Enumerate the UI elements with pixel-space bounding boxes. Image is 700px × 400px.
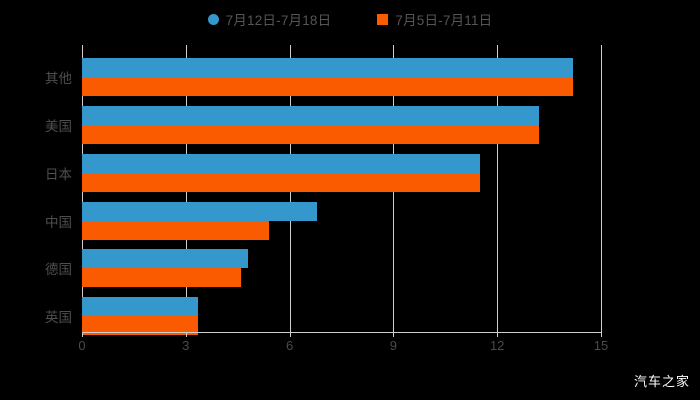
chart-legend: 7月12日-7月18日 7月5日-7月11日 [0, 6, 700, 32]
y-axis-category-label: 中国 [45, 214, 72, 230]
bar[interactable] [82, 124, 539, 144]
bar[interactable] [82, 249, 249, 269]
x-axis-line [82, 332, 602, 333]
y-axis-category-label: 日本 [45, 166, 72, 182]
bar[interactable] [82, 153, 480, 173]
x-axis-tick [82, 332, 83, 337]
x-axis-tick [393, 332, 395, 337]
plot-area [82, 45, 602, 336]
y-axis-category-label: 其他 [45, 71, 72, 86]
legend-entry[interactable]: 7月5日-7月11日 [377, 9, 492, 29]
gridline [497, 45, 499, 332]
x-axis-tick-label: 9 [389, 338, 398, 353]
x-axis-tick-label: 6 [285, 338, 294, 353]
legend-label: 7月12日-7月18日 [225, 13, 332, 28]
bar[interactable] [82, 220, 269, 240]
y-axis-category-label: 美国 [45, 118, 72, 134]
x-axis-tick [601, 332, 602, 337]
bar[interactable] [82, 77, 574, 96]
x-axis-tick-label: 0 [78, 338, 86, 353]
bar[interactable] [82, 268, 242, 288]
bar[interactable] [82, 172, 480, 192]
bar[interactable] [82, 58, 574, 77]
bar[interactable] [82, 297, 198, 317]
y-axis-category-label: 德国 [45, 262, 72, 278]
bar[interactable] [82, 105, 539, 125]
legend-circle-icon [207, 13, 219, 25]
x-axis-tick [185, 332, 187, 337]
x-axis-tick [289, 332, 291, 337]
watermark: 汽车之家 [633, 374, 690, 389]
legend-square-icon [377, 13, 389, 25]
x-axis-tick-label: 15 [593, 338, 609, 353]
bar[interactable] [82, 316, 198, 336]
x-axis-tick-label: 3 [182, 338, 190, 353]
gridline [601, 45, 602, 332]
legend-label: 7月5日-7月11日 [395, 13, 493, 28]
x-axis-tick-label: 12 [489, 338, 505, 353]
y-axis-labels: 其他美国日本中国德国英国 [0, 0, 72, 400]
y-axis-category-label: 英国 [45, 310, 72, 326]
legend-entry[interactable]: 7月12日-7月18日 [207, 9, 332, 29]
bar[interactable] [82, 201, 318, 221]
x-axis-tick [497, 332, 499, 337]
